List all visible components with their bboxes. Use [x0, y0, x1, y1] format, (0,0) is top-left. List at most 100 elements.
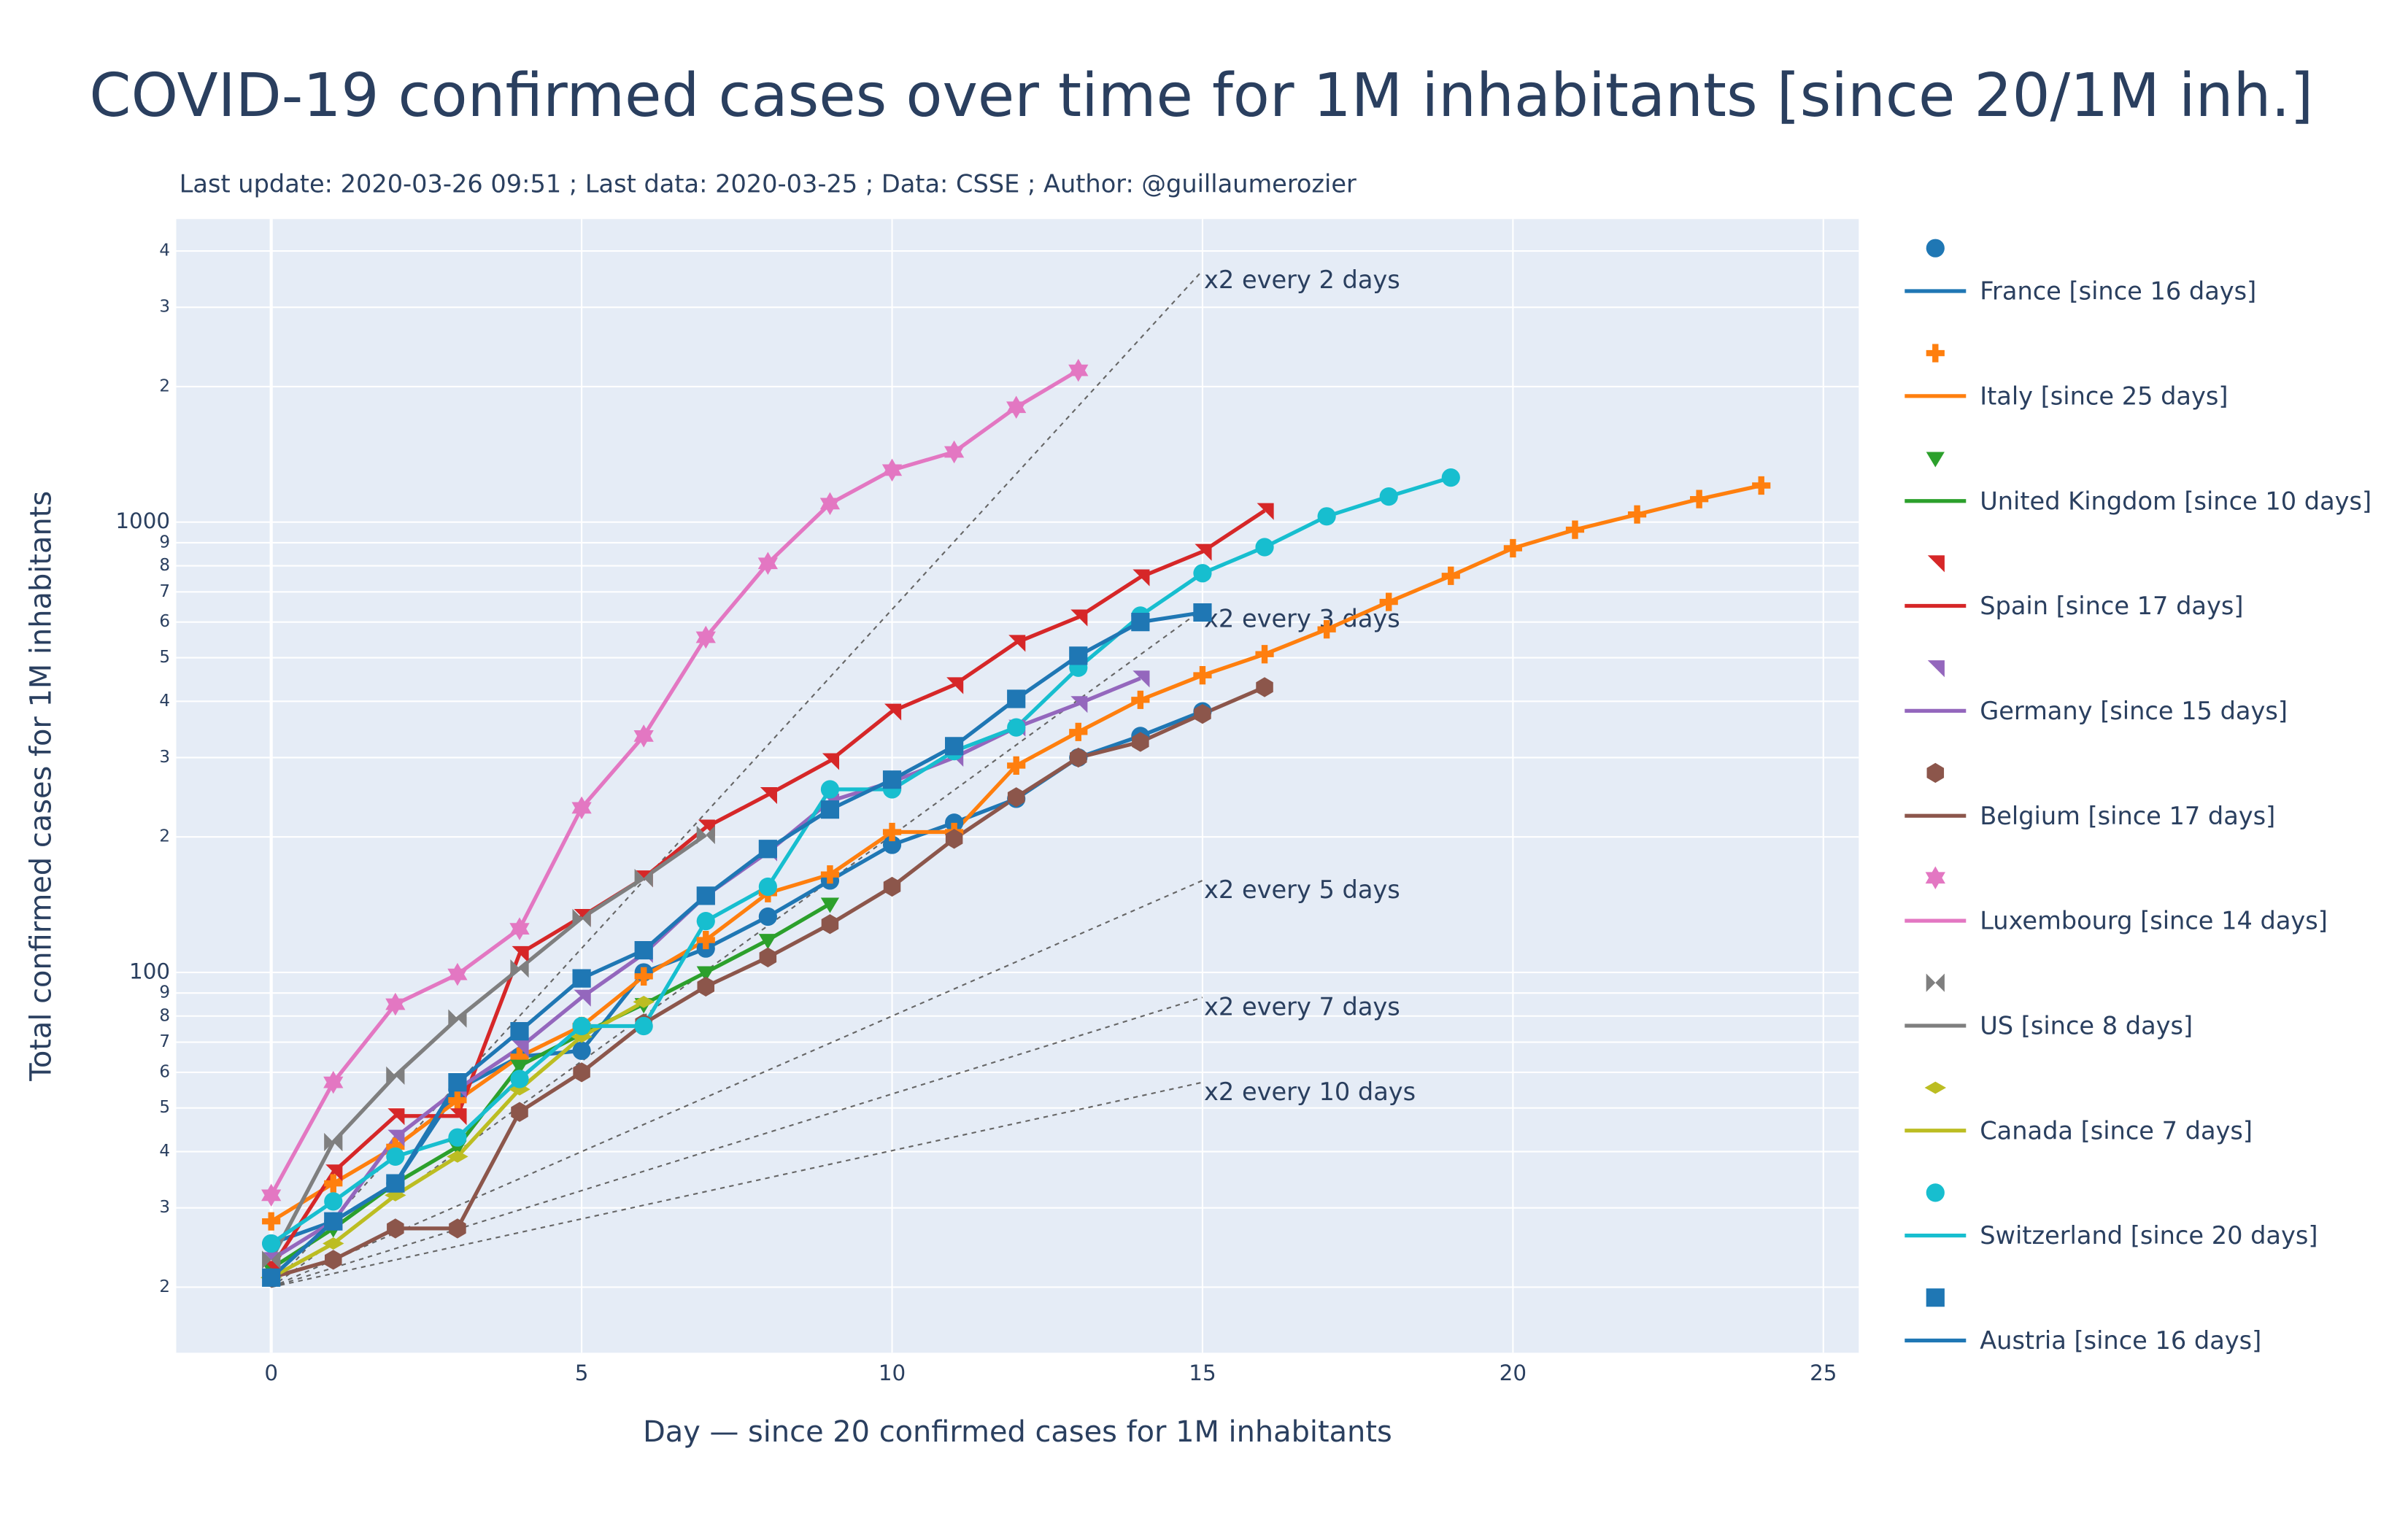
- marker: [882, 770, 902, 789]
- y-tick-label: 2: [159, 1277, 170, 1296]
- marker: [572, 1016, 591, 1036]
- y-tick-label: 7: [159, 582, 170, 601]
- legend-label: Spain [since 17 days]: [1980, 592, 2243, 620]
- series-line: [270, 476, 1452, 1245]
- marker: [449, 1218, 466, 1239]
- marker: [509, 917, 530, 940]
- legend-item[interactable]: Belgium [since 17 days]: [1905, 762, 2275, 830]
- plot-background: [176, 219, 1859, 1353]
- y-tick-label: 1000: [115, 508, 170, 533]
- marker: [1255, 538, 1274, 557]
- series-line: [269, 368, 1080, 1196]
- marker: [883, 876, 901, 897]
- marker: [1926, 344, 1945, 363]
- marker: [571, 796, 592, 820]
- legend-item[interactable]: France [since 16 days]: [1905, 239, 2256, 306]
- legend-label: Germany [since 15 days]: [1980, 697, 2288, 725]
- marker: [758, 877, 777, 897]
- marker: [510, 1069, 529, 1088]
- marker: [1132, 732, 1149, 752]
- legend-item[interactable]: Spain [since 17 days]: [1905, 555, 2243, 620]
- reference-label: x2 every 10 days: [1204, 1078, 1416, 1106]
- legend-item[interactable]: Italy [since 25 days]: [1905, 344, 2228, 410]
- marker: [511, 1102, 528, 1122]
- marker: [946, 677, 964, 695]
- marker: [386, 1147, 405, 1166]
- marker: [262, 1268, 281, 1287]
- marker: [1925, 866, 1945, 890]
- y-tick-label: 4: [159, 1142, 170, 1161]
- marker: [696, 966, 715, 982]
- marker: [1007, 718, 1026, 737]
- marker: [1070, 747, 1087, 768]
- marker: [1256, 677, 1273, 697]
- y-tick-label: 5: [159, 1098, 170, 1117]
- marker: [820, 800, 840, 819]
- marker: [633, 724, 654, 748]
- marker: [573, 1062, 590, 1083]
- legend-item[interactable]: United Kingdom [since 10 days]: [1905, 452, 2372, 516]
- marker: [822, 753, 840, 770]
- marker: [695, 625, 716, 649]
- marker: [1194, 703, 1211, 724]
- marker: [1924, 1081, 1946, 1094]
- marker: [758, 934, 777, 950]
- marker: [1627, 505, 1647, 524]
- marker: [324, 1174, 343, 1193]
- legend-label: Austria [since 16 days]: [1980, 1326, 2261, 1355]
- plot-area: x2 every 2 days x2 every 3 days x2 every 5…: [260, 266, 1771, 1288]
- marker: [324, 1212, 343, 1231]
- series-line: [270, 902, 831, 1271]
- marker: [1926, 452, 1945, 468]
- marker: [1007, 689, 1026, 708]
- marker: [1007, 787, 1025, 808]
- series-line: [269, 610, 1203, 1280]
- marker: [696, 930, 715, 950]
- marker: [510, 1059, 529, 1075]
- marker: [821, 914, 839, 935]
- marker: [820, 780, 840, 799]
- reference-label: x2 every 7 days: [1204, 992, 1400, 1021]
- marker: [448, 1128, 467, 1147]
- marker: [323, 1070, 344, 1094]
- marker: [447, 962, 468, 986]
- marker: [1255, 645, 1274, 664]
- marker: [510, 1022, 529, 1041]
- x-tick-label: 10: [879, 1361, 906, 1385]
- marker: [572, 969, 591, 988]
- marker: [386, 1066, 405, 1085]
- legend-item[interactable]: Canada [since 7 days]: [1905, 1081, 2253, 1145]
- y-tick-label: 8: [159, 556, 170, 575]
- y-tick-label: 6: [159, 612, 170, 631]
- marker: [819, 492, 841, 516]
- legend-item[interactable]: Luxembourg [since 14 days]: [1905, 866, 2328, 935]
- legend-item[interactable]: US [since 8 days]: [1905, 973, 2193, 1040]
- x-tick-label: 20: [1500, 1361, 1527, 1385]
- marker: [1926, 239, 1945, 258]
- legend-item[interactable]: Austria [since 16 days]: [1905, 1288, 2261, 1355]
- x-tick-label: 25: [1810, 1361, 1837, 1385]
- marker: [1193, 666, 1212, 685]
- marker: [1927, 660, 1945, 678]
- reference-label: x2 every 5 days: [1204, 875, 1400, 904]
- marker: [757, 552, 778, 575]
- marker: [1257, 503, 1274, 520]
- marker: [758, 907, 777, 926]
- x-tick-label: 15: [1189, 1361, 1216, 1385]
- reference-label: x2 every 2 days: [1204, 266, 1400, 294]
- marker: [386, 1174, 405, 1193]
- legend-item[interactable]: Switzerland [since 20 days]: [1905, 1183, 2318, 1250]
- marker: [820, 897, 840, 913]
- marker: [324, 1192, 343, 1211]
- marker: [696, 886, 715, 905]
- x-axis-title: Day — since 20 confirmed cases for 1M in…: [643, 1415, 1392, 1449]
- y-axis-title: Total confirmed cases for 1M inhabitants: [24, 491, 58, 1082]
- y-tick-label: 5: [159, 648, 170, 667]
- legend-item[interactable]: Germany [since 15 days]: [1905, 660, 2288, 725]
- y-tick-label: 100: [129, 959, 170, 983]
- marker: [1006, 395, 1027, 419]
- marker: [1131, 613, 1150, 632]
- marker: [262, 1234, 281, 1253]
- marker: [1379, 592, 1398, 611]
